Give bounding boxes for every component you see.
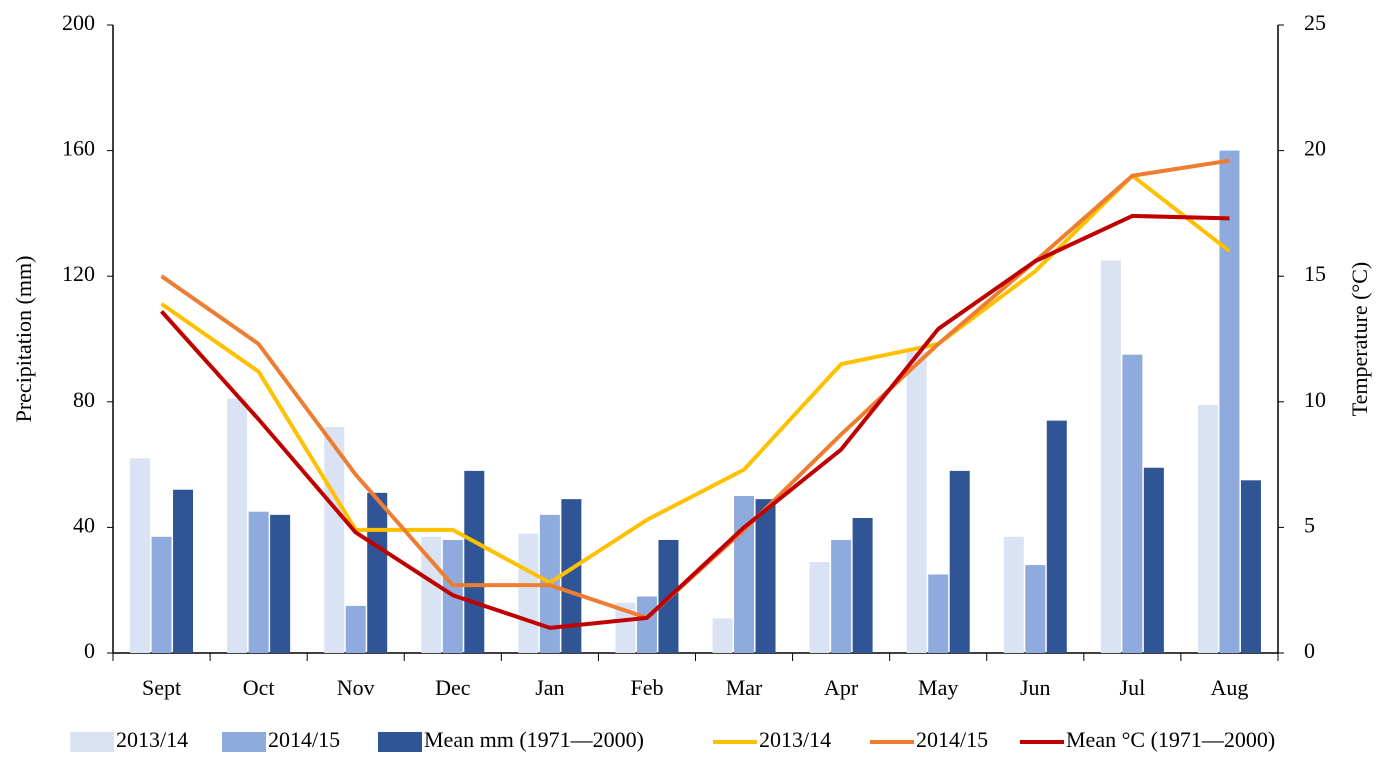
y2-tick-label: 0: [1304, 638, 1315, 663]
x-tick-label: Feb: [630, 675, 663, 700]
x-tick-label: Jul: [1120, 675, 1146, 700]
y2-tick-label: 20: [1304, 136, 1326, 161]
line: [160, 213, 1230, 630]
bar: [1046, 420, 1067, 653]
y2-tick-label: 5: [1304, 512, 1315, 537]
y-tick-label: 200: [62, 10, 95, 35]
y-axis-title: Precipitation (mm): [11, 256, 36, 423]
y2-tick-label: 10: [1304, 387, 1326, 412]
bar: [1122, 354, 1143, 653]
bar: [1003, 536, 1024, 653]
y2-tick-label: 15: [1304, 261, 1326, 286]
legend-swatch: [222, 732, 266, 752]
bar: [712, 618, 733, 653]
bar: [1100, 260, 1121, 653]
bar: [1143, 467, 1164, 653]
bar: [173, 489, 194, 653]
legend-label: 2013/14: [759, 727, 831, 752]
y-tick-label: 0: [84, 638, 95, 663]
bar: [518, 533, 539, 653]
bar: [906, 351, 927, 653]
y2-tick-label: 25: [1304, 10, 1326, 35]
legend-label: 2014/15: [916, 727, 988, 752]
legend-swatch: [378, 732, 422, 752]
y-tick-label: 40: [73, 512, 95, 537]
x-tick-label: Aug: [1211, 675, 1249, 700]
bar: [1025, 565, 1046, 653]
line: [160, 173, 1231, 585]
legend-label: Mean mm (1971—2000): [424, 727, 644, 752]
bar: [151, 536, 172, 653]
x-tick-label: Jan: [535, 675, 564, 700]
bar: [1219, 150, 1240, 653]
bar: [227, 398, 248, 653]
bar: [949, 470, 970, 653]
bar: [464, 470, 485, 653]
bar: [1240, 480, 1261, 653]
bar: [130, 458, 151, 653]
bar: [367, 492, 388, 653]
y-tick-label: 80: [73, 387, 95, 412]
x-tick-label: Jun: [1020, 675, 1051, 700]
x-tick-label: May: [918, 675, 958, 700]
bar: [345, 605, 366, 653]
bar: [561, 499, 582, 653]
y-tick-label: 120: [62, 261, 95, 286]
bar: [1197, 404, 1218, 653]
bar: [615, 602, 636, 653]
x-tick-label: Oct: [243, 675, 275, 700]
bar: [270, 514, 291, 653]
bar: [852, 517, 873, 653]
bar: [755, 499, 776, 653]
line: [160, 158, 1230, 620]
bar: [324, 426, 345, 653]
x-tick-label: Sept: [142, 675, 181, 700]
x-tick-label: Dec: [435, 675, 471, 700]
bar: [831, 539, 852, 653]
legend-swatch: [70, 732, 114, 752]
bar: [248, 511, 269, 653]
x-tick-label: Apr: [824, 675, 859, 700]
x-tick-label: Mar: [726, 675, 763, 700]
bar: [809, 561, 830, 653]
bar: [636, 596, 657, 653]
y-tick-label: 160: [62, 136, 95, 161]
bar: [928, 574, 949, 653]
y2-axis-title: Temperature (°C): [1347, 262, 1372, 416]
legend-label: 2014/15: [268, 727, 340, 752]
x-tick-label: Nov: [337, 675, 375, 700]
legend-label: Mean °C (1971—2000): [1066, 727, 1275, 752]
legend-label: 2013/14: [116, 727, 188, 752]
